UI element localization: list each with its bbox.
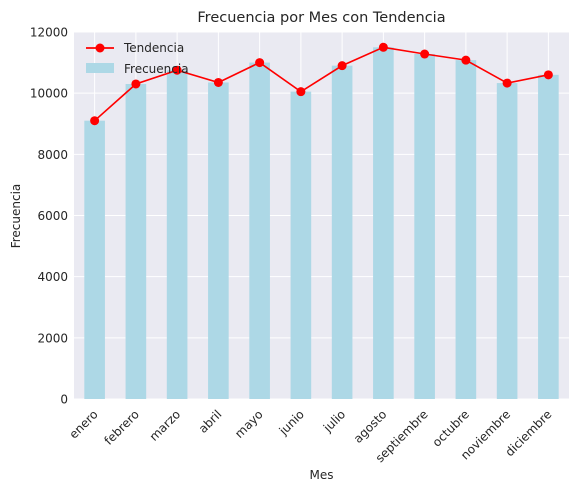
- bar-diciembre: [538, 74, 559, 400]
- x-tick-label-agosto: agosto: [351, 407, 390, 446]
- legend-marker-swatch: [95, 43, 105, 53]
- x-tick-label-febrero: febrero: [101, 407, 142, 448]
- trend-line-layer: [90, 42, 553, 126]
- legend-bar-swatch: [86, 63, 114, 73]
- legend-label-frecuencia: Frecuencia: [124, 62, 189, 76]
- x-tick-label-enero: enero: [67, 407, 101, 441]
- x-tick-label-julio: julio: [320, 407, 348, 435]
- y-tick-label: 6000: [37, 209, 68, 223]
- bar-septiembre: [414, 54, 435, 400]
- trend-point-marzo: [172, 65, 182, 75]
- trend-point-diciembre: [543, 70, 553, 80]
- y-tick-label: 2000: [37, 331, 68, 345]
- bar-febrero: [125, 83, 147, 399]
- trend-point-octubre: [461, 55, 471, 65]
- bar-enero: [84, 120, 105, 400]
- x-tick-label-marzo: marzo: [147, 407, 184, 444]
- y-axis-label: Frecuencia: [9, 184, 23, 249]
- bar-julio: [331, 65, 353, 400]
- bar-marzo: [166, 70, 188, 400]
- bar-mayo: [249, 62, 270, 399]
- legend: Tendencia Frecuencia: [86, 41, 189, 76]
- trend-point-junio: [296, 87, 306, 97]
- trend-point-noviembre: [502, 78, 512, 88]
- x-tick-label-octubre: octubre: [430, 407, 472, 449]
- chart-title: Frecuencia por Mes con Tendencia: [197, 10, 445, 26]
- y-tick-label: 10000: [30, 87, 68, 101]
- x-tick-label-mayo: mayo: [232, 407, 266, 441]
- trend-line: [94, 46, 549, 122]
- x-tick-label-junio: junio: [276, 407, 307, 438]
- y-tick-label: 0: [60, 393, 68, 407]
- bars: [84, 47, 559, 400]
- y-tick-labels: 0 2000 4000 6000 8000 10000 12000: [30, 26, 68, 407]
- trend-point-septiembre: [420, 49, 430, 59]
- legend-label-tendencia: Tendencia: [123, 41, 184, 55]
- bar-noviembre: [496, 83, 518, 400]
- x-axis-label: Mes: [310, 468, 334, 482]
- trend-point-mayo: [255, 58, 265, 68]
- x-tick-label-abril: abril: [196, 407, 225, 436]
- trend-point-julio: [337, 61, 347, 71]
- bar-abril: [208, 82, 229, 400]
- y-tick-label: 12000: [30, 26, 68, 40]
- bar-junio: [290, 91, 312, 399]
- bar-octubre: [455, 60, 477, 400]
- x-tick-labels: enero febrero marzo abril mayo junio julio agos…: [67, 407, 555, 465]
- bar-agosto: [373, 47, 394, 400]
- trend-point-febrero: [131, 79, 141, 89]
- y-tick-label: 4000: [37, 270, 68, 284]
- trend-point-abril: [213, 77, 223, 87]
- y-tick-label: 8000: [37, 148, 68, 162]
- trend-point-enero: [90, 116, 100, 126]
- trend-point-agosto: [378, 42, 388, 52]
